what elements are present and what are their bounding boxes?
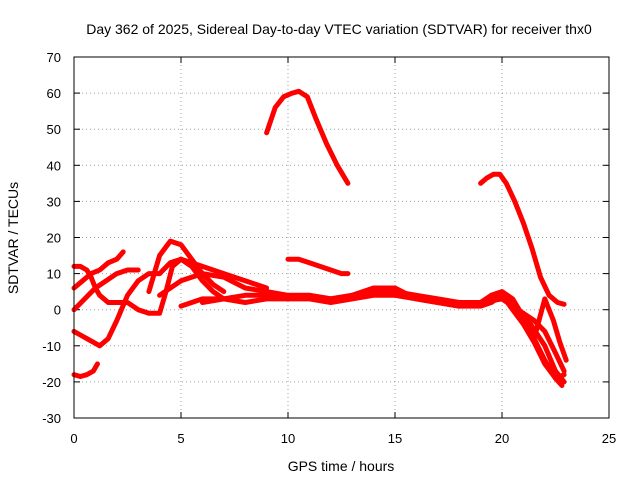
x-tick-label: 0: [70, 431, 77, 446]
series-arc-d: [71, 361, 100, 379]
series-arc-mid: [285, 256, 351, 277]
y-tick-label: 60: [47, 86, 61, 101]
series-arc-c: [71, 271, 163, 349]
series-arc-g: [146, 238, 227, 295]
plot-frame: [73, 56, 610, 419]
grid: [74, 57, 609, 418]
y-tick-label: -20: [42, 375, 61, 390]
y-tick-label: -30: [42, 411, 61, 426]
series-arc-high-1: [264, 88, 351, 186]
series-arc-h: [157, 256, 270, 291]
y-tick-label: 40: [47, 158, 61, 173]
series-arc-high-2: [478, 171, 567, 307]
series-arc-k: [199, 292, 565, 388]
y-tick-label: 20: [47, 231, 61, 246]
series-arc-b: [71, 249, 126, 291]
x-tick-label: 20: [495, 431, 509, 446]
series-arc-f: [114, 256, 227, 316]
y-tick-label: 50: [47, 122, 61, 137]
x-axis-label: GPS time / hours: [288, 458, 395, 474]
y-axis-label: SDTVAR / TECUs: [5, 182, 21, 294]
y-tick-label: 0: [54, 303, 61, 318]
x-tick-label: 25: [602, 431, 616, 446]
y-tick-label: 10: [47, 267, 61, 282]
x-tick-label: 10: [281, 431, 295, 446]
x-tick-label: 15: [388, 431, 402, 446]
y-tick-label: -10: [42, 339, 61, 354]
series-arc-m: [488, 289, 569, 363]
y-tick-label: 70: [47, 50, 61, 65]
chart-title: Day 362 of 2025, Sidereal Day-to-day VTE…: [86, 21, 592, 37]
series-group: [71, 88, 569, 388]
x-tick-label: 5: [177, 431, 184, 446]
series-arc-n: [520, 310, 567, 374]
series-arc-a: [71, 263, 120, 305]
ticks: 0 5 10 15 20 25 -30 -20 -10 0 10 20 30 40 50 60 70: [42, 50, 616, 446]
y-tick-label: 30: [47, 194, 61, 209]
series-arc-e: [71, 267, 141, 313]
